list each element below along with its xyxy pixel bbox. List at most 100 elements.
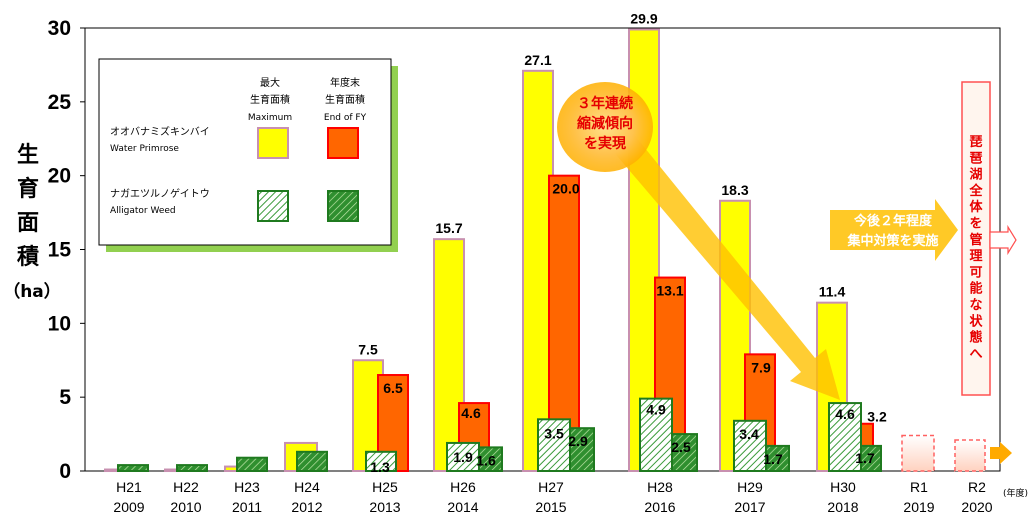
x-tick-year: 2020 [961,499,992,515]
legend-row-jp: ナガエツルノゲイトウ [110,188,210,200]
x-tick-year: 2011 [232,499,262,515]
x-tick-year: 2009 [113,499,144,515]
x-tick-era: H29 [737,479,763,495]
goal-text-char: な [969,298,982,313]
goal-text-char: 状 [969,313,983,329]
x-tick-year: 2019 [903,499,934,515]
value-label: 11.4 [819,284,846,300]
legend-col2-header: End of FY [324,113,367,123]
bar-alligator-weed-max [639,397,673,473]
legend-col2-header: 年度末 [330,76,360,89]
value-label: 29.9 [630,10,657,26]
bar-water-primrose-max [104,468,120,473]
legend-row-jp: オオバナミズキンバイ [110,125,210,138]
legend-col1-header: 最大 [260,76,280,89]
bubble-text: ３年連続 [577,95,633,112]
x-tick-year: 2010 [170,499,201,515]
goal-text-char: を [969,217,982,232]
y-axis-title-char: 育 [17,176,39,202]
goal-text-char: 湖 [969,168,982,183]
x-tick-era: H23 [234,479,260,495]
x-tick-era: H30 [830,479,856,495]
value-label: 3.2 [867,409,887,425]
x-tick-era: H25 [372,479,398,495]
goal-text-char: 琶 [969,150,982,166]
bar-alligator-weed-eofy [296,450,328,473]
goal-text-char: 態 [969,330,982,346]
x-tick-era: R1 [910,479,928,495]
bar-alligator-weed-eofy [117,464,149,472]
goal-text-char: 管 [969,232,982,248]
value-label: 7.5 [358,341,378,357]
y-tick-label: 20 [48,165,71,188]
plan-arrow-text: 今後２年程度 [853,213,933,229]
bar-alligator-weed-eofy [236,456,268,472]
y-tick-label: 25 [48,91,72,114]
x-tick-era: H26 [450,479,476,495]
y-axis-title: 生育面積 （ha） [3,143,61,302]
plan-arrow-text: 集中対策を実施 [846,233,938,249]
value-label: 1.9 [453,449,473,465]
trend-bubble [557,82,653,172]
value-label: 4.9 [646,402,666,418]
bars [104,28,1012,473]
bar-alligator-weed-eofy [176,464,208,472]
legend-col1-header: 生育面積 [250,93,290,106]
value-label: 4.6 [461,405,481,421]
goal-text-char: 能 [969,281,982,297]
goal-text-char: へ [969,347,982,362]
value-label: 3.5 [544,425,564,441]
value-label: 1.6 [476,452,496,468]
value-label: 4.6 [835,406,855,422]
x-tick-era: H27 [538,479,564,495]
y-axis-title-char: 生 [17,143,39,168]
y-tick-label: 5 [59,386,71,409]
value-label: 15.7 [435,220,462,236]
x-tick-year: 2016 [644,499,675,515]
x-tick-year: 2018 [827,499,858,515]
goal-text-char: 理 [969,249,982,264]
goal-box [961,81,991,396]
x-tick-era: H28 [647,479,673,495]
legend-swatch-alligator-eofy [327,190,359,222]
legend-col2-header: 生育面積 [325,93,365,106]
y-tick-label: 0 [59,460,71,483]
value-label: 20.0 [552,181,579,197]
goal-text-char: 体 [969,199,983,215]
value-label: 1.7 [855,450,875,466]
legend-swatch-primrose-eofy [327,127,359,159]
bar-alligator-weed-max [365,450,397,473]
bar-alligator-weed-max [446,441,480,472]
value-label: 27.1 [524,52,551,68]
bar-alligator-weed-max [828,402,862,472]
legend-col1-header: Maximum [248,113,292,123]
x-tick-era: R2 [968,479,986,495]
bubble-text: 縮減傾向 [577,115,633,132]
legend-row-en: Alligator Weed [110,206,176,216]
x-tick-year: 2014 [447,499,478,515]
y-tick-label: 15 [48,239,72,262]
y-axis-title-char: 積 [17,245,40,270]
x-tick-year: 2013 [369,499,400,515]
x-axis-note: (年度) [1003,487,1028,499]
bar-target-dashed [901,434,935,472]
legend-swatch-primrose-max [257,127,289,159]
y-tick-label: 10 [48,312,71,335]
x-tick-year: 2012 [291,499,322,515]
value-label: 7.9 [751,359,771,375]
value-label: 13.1 [656,283,683,299]
bar-target-dashed [954,439,986,472]
goal-text-char: 可 [969,265,982,280]
goal-text-char: 全 [968,183,983,199]
legend-row-en: Water Primrose [110,144,179,154]
value-label: 6.5 [383,380,403,396]
y-tick-label: 30 [48,17,71,40]
value-label: 18.3 [721,182,748,198]
value-label: 2.9 [568,433,588,449]
value-labels: 7.5 15.7 27.1 29.9 18.3 11.4 6.5 4.6 20.0 13.1 7.9… [358,10,887,474]
plan-arrow [830,199,958,261]
bar-alligator-weed-max [537,418,571,473]
